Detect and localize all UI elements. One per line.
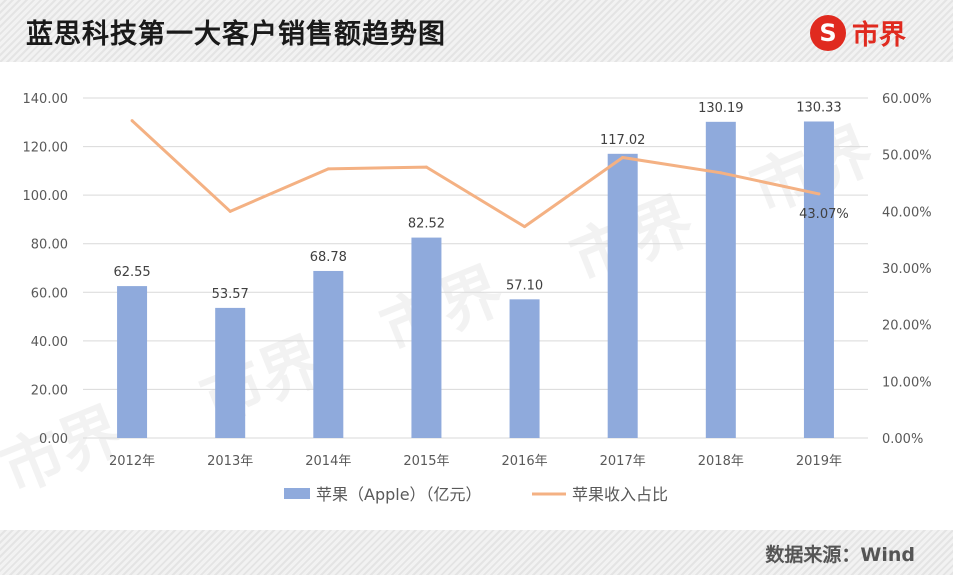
y-tick-label: 0.00 xyxy=(39,432,68,447)
y-tick-label: 140.00 xyxy=(23,92,69,107)
footer-banner: 数据来源：Wind xyxy=(0,530,953,575)
y2-tick-label: 20.00% xyxy=(882,319,932,334)
watermark: 市界 xyxy=(371,253,513,367)
y2-tick-label: 10.00% xyxy=(882,375,932,390)
bar-data-label: 82.52 xyxy=(408,217,445,232)
y2-tick-label: 60.00% xyxy=(882,92,932,107)
line-point xyxy=(130,119,134,123)
bar-data-label: 53.57 xyxy=(212,287,249,302)
x-tick-label: 2015年 xyxy=(403,454,449,469)
watermark: 市界 xyxy=(191,323,333,437)
bar-data-label: 130.33 xyxy=(796,100,842,115)
y-tick-label: 20.00 xyxy=(31,383,68,398)
x-tick-label: 2018年 xyxy=(698,454,744,469)
line-point xyxy=(523,225,527,229)
header-banner: 蓝思科技第一大客户销售额趋势图 S 市界 xyxy=(0,0,953,62)
legend-bar-swatch xyxy=(284,488,310,499)
y2-tick-label: 40.00% xyxy=(882,205,932,220)
y2-tick-label: 0.00% xyxy=(882,432,923,447)
bar xyxy=(803,121,834,438)
watermark: 市界 xyxy=(0,393,133,507)
x-tick-label: 2014年 xyxy=(305,454,351,469)
line-point xyxy=(326,167,330,171)
bar-data-label: 68.78 xyxy=(310,250,347,265)
y-tick-label: 40.00 xyxy=(31,335,68,350)
x-tick-label: 2013年 xyxy=(207,454,253,469)
bar-data-label: 57.10 xyxy=(506,278,543,293)
logo-text: 市界 xyxy=(852,19,906,51)
bar xyxy=(705,121,736,439)
combo-chart: 市界市界市界市界市界0.0020.0040.0060.0080.00100.00… xyxy=(0,92,932,507)
y-tick-label: 60.00 xyxy=(31,286,68,301)
line-series xyxy=(131,119,820,229)
bar-data-label: 117.02 xyxy=(600,133,646,148)
y2-tick-label: 30.00% xyxy=(882,262,932,277)
x-tick-label: 2012年 xyxy=(109,454,155,469)
line-point xyxy=(228,209,232,213)
legend-bar-label: 苹果（Apple）（亿元） xyxy=(316,485,482,504)
x-tick-label: 2016年 xyxy=(502,454,548,469)
legend-line-label: 苹果收入占比 xyxy=(572,485,668,504)
x-tick-label: 2017年 xyxy=(600,454,646,469)
line-point xyxy=(621,156,625,159)
page-title: 蓝思科技第一大客户销售额趋势图 xyxy=(26,19,446,50)
y-tick-label: 120.00 xyxy=(23,141,69,156)
y2-tick-label: 50.00% xyxy=(882,149,932,164)
brand-logo: S 市界 xyxy=(810,15,906,51)
bar xyxy=(215,307,246,438)
line-data-label: 43.07% xyxy=(799,207,849,222)
data-source: 数据来源：Wind xyxy=(765,544,915,566)
line-point xyxy=(424,165,428,169)
y-tick-label: 80.00 xyxy=(31,238,68,253)
bar xyxy=(607,153,638,438)
bar-data-label: 130.19 xyxy=(698,101,744,116)
bar xyxy=(117,286,148,438)
logo-badge-icon xyxy=(810,15,846,51)
bar-data-label: 62.55 xyxy=(113,265,150,280)
line-point xyxy=(719,171,723,175)
svg-text:S: S xyxy=(819,19,836,47)
bar xyxy=(509,299,540,438)
bar xyxy=(313,270,344,438)
line-point xyxy=(817,192,821,196)
x-tick-label: 2019年 xyxy=(796,454,842,469)
bar xyxy=(411,237,442,438)
y-tick-label: 100.00 xyxy=(23,189,69,204)
